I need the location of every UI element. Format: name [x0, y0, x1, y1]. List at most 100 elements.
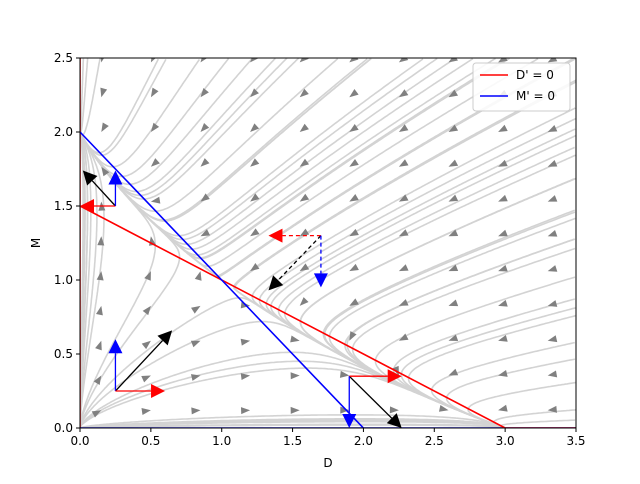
vector-annotation-head: [268, 275, 284, 291]
streamline: [351, 247, 576, 428]
direction-arrow: [190, 340, 201, 348]
direction-arrow: [597, 371, 607, 379]
x-axis-ticks: 0.0 0.5 1.0 1.5 2.0 2.5 3.0 3.5: [70, 428, 586, 448]
direction-arrow: [99, 58, 107, 63]
direction-arrow: [95, 340, 102, 351]
direction-arrow: [596, 160, 607, 170]
direction-arrow: [150, 122, 160, 132]
direction-arrow: [200, 193, 210, 202]
direction-arrow: [448, 159, 459, 167]
streamline: [80, 420, 504, 428]
direction-arrow: [596, 55, 607, 65]
vector-annotation-head: [82, 170, 98, 186]
direction-arrow: [250, 58, 259, 63]
direction-arrow: [190, 374, 201, 381]
direction-arrow: [200, 158, 210, 167]
direction-arrow: [547, 265, 558, 272]
direction-arrow: [448, 334, 459, 342]
direction-arrow: [547, 125, 558, 132]
streamline: [499, 419, 576, 428]
streamline: [299, 177, 576, 428]
vector-annotation-head: [386, 413, 402, 428]
direction-arrow: [240, 407, 251, 415]
streamline: [80, 58, 89, 133]
direction-arrow: [349, 194, 359, 202]
x-tick-label: 3.0: [496, 434, 515, 448]
direction-arrow: [200, 123, 210, 132]
vector-annotation-head: [157, 330, 173, 346]
direction-arrow: [498, 159, 508, 167]
direction-arrow: [150, 196, 161, 204]
direction-arrow: [448, 264, 459, 272]
direction-arrow: [340, 406, 350, 414]
direction-arrow: [200, 229, 211, 237]
direction-arrow: [96, 305, 103, 316]
streamline: [80, 59, 167, 157]
direction-arrow: [299, 263, 310, 272]
direction-arrow: [250, 193, 260, 202]
direction-arrow: [97, 236, 105, 246]
vector-annotation-head: [151, 384, 166, 398]
legend-label: M' = 0: [516, 89, 555, 103]
direction-arrow: [547, 405, 557, 413]
direction-arrow: [398, 194, 409, 202]
direction-arrow: [349, 89, 359, 98]
x-axis-label: D: [323, 456, 332, 470]
y-tick-label: 2.5: [54, 51, 73, 65]
direction-arrow: [349, 124, 359, 132]
direction-arrow: [290, 335, 300, 343]
x-tick-label: 2.5: [425, 434, 444, 448]
nullcline-series-1: [80, 131, 364, 428]
vector-annotation-line: [277, 235, 322, 281]
direction-arrow: [398, 229, 409, 237]
streamline: [80, 58, 511, 260]
streamline: [80, 58, 474, 251]
direction-arrow: [142, 305, 151, 316]
direction-arrow: [498, 58, 508, 63]
direction-arrow: [498, 404, 508, 412]
y-tick-label: 1.0: [54, 273, 73, 287]
direction-arrow: [597, 406, 606, 414]
x-tick-label: 1.5: [283, 434, 302, 448]
direction-arrow: [299, 123, 309, 132]
vector-annotation-head: [342, 414, 357, 428]
direction-arrow: [547, 370, 558, 378]
direction-arrow: [240, 338, 251, 346]
direction-arrow: [101, 166, 110, 177]
direction-arrow: [448, 89, 459, 98]
direction-arrow: [398, 58, 409, 63]
direction-arrow: [250, 228, 260, 237]
direction-arrow: [250, 263, 260, 272]
direction-arrow: [299, 88, 309, 98]
direction-arrow: [144, 271, 151, 281]
streamline: [80, 132, 86, 426]
direction-arrow: [448, 299, 459, 307]
direction-arrow: [100, 87, 108, 98]
vector-annotation-head: [268, 228, 283, 243]
streamline: [80, 414, 505, 428]
direction-arrow: [141, 340, 151, 350]
direction-arrow: [250, 88, 259, 98]
direction-arrow: [596, 125, 607, 135]
direction-arrow: [150, 58, 159, 63]
y-tick-label: 2.0: [54, 125, 73, 139]
vector-annotation-line: [348, 375, 393, 419]
direction-arrow: [448, 368, 459, 376]
direction-arrow: [596, 265, 607, 274]
x-tick-label: 0.0: [70, 434, 89, 448]
direction-arrow: [200, 58, 209, 63]
direction-arrow: [547, 335, 558, 343]
direction-arrow: [349, 159, 359, 167]
direction-field: [91, 55, 607, 418]
direction-arrow: [150, 158, 160, 167]
streamline: [80, 58, 85, 134]
streamline: [80, 58, 101, 137]
streamline: [392, 298, 576, 428]
direction-arrow: [299, 297, 309, 306]
y-tick-label: 0.5: [54, 347, 73, 361]
direction-arrow: [547, 300, 558, 307]
vector-annotation-head: [80, 199, 94, 213]
direction-arrow: [398, 124, 409, 132]
streamline: [80, 58, 372, 222]
direction-arrow: [596, 90, 607, 100]
